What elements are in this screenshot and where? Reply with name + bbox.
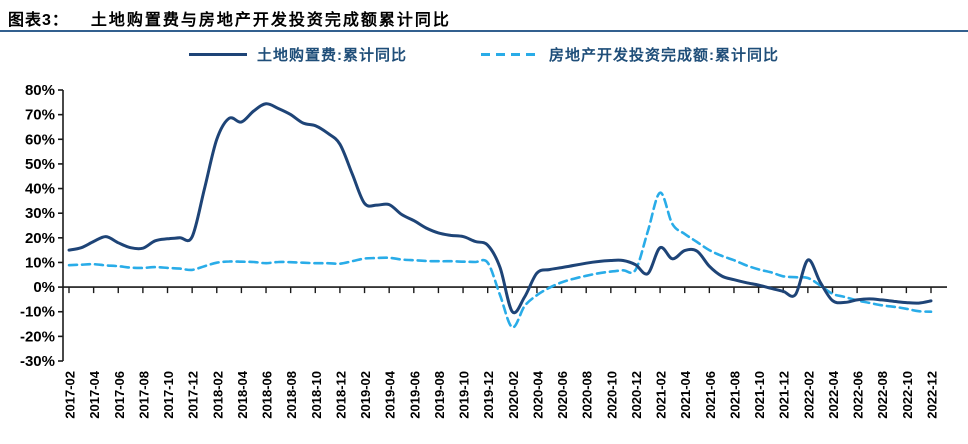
x-axis-tick-label: 2020-04 [530, 370, 545, 418]
x-axis-tick-label: 2020-06 [555, 371, 570, 419]
y-axis-tick-label: 30% [25, 205, 55, 222]
y-axis-tick-label: 60% [25, 131, 55, 148]
x-axis-tick-label: 2020-08 [580, 371, 595, 419]
x-axis-tick-label: 2019-04 [383, 370, 398, 418]
x-axis-tick-label: 2017-06 [112, 371, 127, 419]
page-title: 土地购置费与房地产开发投资完成额累计同比 [90, 12, 451, 29]
x-axis-tick-label: 2019-12 [481, 371, 496, 419]
y-axis-tick-label: 40% [25, 181, 55, 198]
x-axis-tick-label: 2018-04 [235, 370, 250, 418]
legend-item-land-purchase: 土地购置费:累计同比 [189, 44, 407, 65]
x-axis-tick-label: 2020-12 [629, 371, 644, 419]
x-axis-tick-label: 2017-02 [63, 371, 78, 419]
x-axis-tick-label: 2022-02 [801, 371, 816, 419]
x-axis-tick-label: 2022-06 [851, 371, 866, 419]
chart-title-row: 图表3： 土地购置费与房地产开发投资完成额累计同比 [8, 6, 451, 30]
y-axis-tick-label: 50% [25, 156, 55, 173]
x-axis-tick-label: 2021-10 [752, 371, 767, 419]
x-axis-tick-label: 2021-04 [678, 370, 693, 418]
y-axis-tick-label: 0% [33, 279, 55, 296]
x-axis-tick-label: 2017-10 [161, 371, 176, 419]
dashed-line-swatch-icon [481, 53, 539, 56]
x-axis-tick-label: 2017-08 [136, 371, 151, 419]
chart-number-label: 图表3： [8, 12, 69, 29]
y-axis-tick-label: 20% [25, 230, 55, 247]
x-axis-tick-label: 2020-10 [604, 371, 619, 419]
x-axis-tick-label: 2021-12 [777, 371, 792, 419]
y-axis-tick-label: -10% [20, 304, 55, 321]
y-axis-tick-label: -20% [20, 328, 55, 345]
real-estate-investment-line [67, 191, 933, 329]
x-axis-tick-label: 2019-08 [432, 371, 447, 419]
x-axis-tick-label: 2022-10 [900, 371, 915, 419]
x-axis-tick-label: 2021-06 [703, 371, 718, 419]
x-axis-tick-label: 2018-08 [284, 371, 299, 419]
legend-label: 土地购置费:累计同比 [257, 47, 407, 64]
x-axis-tick-label: 2017-12 [186, 371, 201, 419]
x-axis-tick-label: 2018-10 [309, 371, 324, 419]
x-axis-tick-label: 2019-10 [457, 371, 472, 419]
chart-legend: 土地购置费:累计同比 房地产开发投资完成额:累计同比 [0, 44, 968, 65]
x-axis-tick-label: 2019-06 [407, 371, 422, 419]
title-underline [0, 30, 968, 32]
x-axis-tick-label: 2021-02 [654, 371, 669, 419]
x-axis-tick-label: 2018-06 [260, 371, 275, 419]
y-axis-tick-label: -30% [20, 353, 55, 370]
land-purchase-fee-line [67, 102, 933, 315]
x-axis-tick-label: 2022-12 [925, 371, 940, 419]
y-axis-tick-label: 10% [25, 254, 55, 271]
x-axis-tick-label: 2019-02 [358, 371, 373, 419]
y-axis-tick-label: 80% [25, 82, 55, 99]
y-axis-tick-label: 70% [25, 107, 55, 124]
x-axis-tick-label: 2022-08 [875, 371, 890, 419]
legend-item-investment: 房地产开发投资完成额:累计同比 [481, 44, 779, 65]
x-axis-tick-label: 2022-04 [826, 370, 841, 418]
x-axis-tick-label: 2018-02 [210, 371, 225, 419]
x-axis-tick-label: 2020-02 [506, 371, 521, 419]
legend-label: 房地产开发投资完成额:累计同比 [549, 47, 779, 64]
solid-line-swatch-icon [189, 53, 247, 56]
x-axis-tick-label: 2021-08 [727, 371, 742, 419]
x-axis-tick-label: 2017-04 [87, 370, 102, 418]
x-axis-tick-label: 2018-12 [333, 371, 348, 419]
